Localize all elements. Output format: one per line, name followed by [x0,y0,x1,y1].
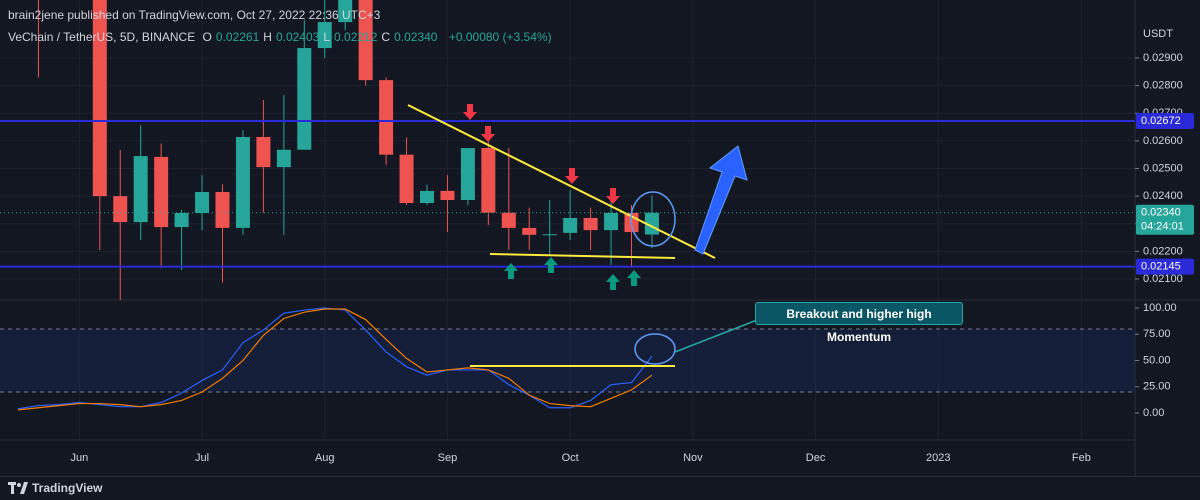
level-label-bg [1136,258,1194,275]
trendline [407,104,716,259]
y-tick-label: 0.02100 [1143,273,1183,285]
candle-body [297,48,312,150]
callout-connector [674,319,758,353]
brand: TradingView [32,481,103,495]
up-arrow [606,274,620,290]
candle-body [174,212,189,228]
y-tick-label: 0.02800 [1143,80,1183,92]
last-price-bg [1136,204,1194,235]
candle-body [440,190,455,200]
y-tick-label: 0.02900 [1143,52,1183,64]
down-arrow [463,104,477,120]
ohlc-value: 0.02403 [275,30,320,44]
y-tick-label: 0.02200 [1143,245,1183,257]
candle-body [317,22,332,49]
ohlc-key: H [263,30,272,44]
circle [630,191,676,247]
circle [634,333,676,365]
down-arrow [606,188,620,204]
breakout-arrow [694,145,748,255]
axes: 0.021000.022000.023000.024000.025000.026… [70,28,1194,464]
x-tick-label: Jun [70,452,88,464]
price-pane [0,0,1135,300]
ohlc-key: C [381,30,391,44]
candle-body [460,148,475,200]
down-arrow [481,126,495,142]
x-tick-label: 2023 [926,452,950,464]
footer: TradingView [0,476,1200,500]
candle-body [399,154,414,204]
indicator-line [17,308,653,411]
change: +0.00080 (+3.54%) [448,30,552,44]
ohlc: O 0.02261 H 0.02403 L 0.02212 C 0.02340 [203,30,442,44]
y-tick-label: 25.00 [1143,381,1171,393]
y-tick-label: 0.02500 [1143,162,1183,174]
candle-body [604,212,619,231]
symbol: VeChain / TetherUS, 5D, BINANCE [8,30,196,44]
candle-body [113,196,128,223]
grid [0,0,1135,440]
x-tick-label: Aug [315,452,335,464]
candle-body [215,191,230,228]
indicator-pane [0,307,1135,411]
x-tick-label: Oct [562,452,579,464]
x-tick-label: Dec [806,452,826,464]
up-arrow [627,270,641,286]
y-tick-label: 75.00 [1143,328,1171,340]
candle-body [583,217,598,231]
callout: Breakout and higher high Momentum [755,302,963,344]
y-unit: USDT [1143,28,1173,40]
candle-body [501,212,516,228]
up-arrow [504,263,518,279]
x-tick-label: Nov [683,452,703,464]
candle-body [92,0,107,197]
ohlc-key: L [323,30,331,44]
y-tick-label: 0.02400 [1143,190,1183,202]
ohlc-value: 0.02212 [334,30,378,44]
ohlc-value: 0.02340 [394,30,438,44]
last-price-label: 0.02340 [1141,207,1181,219]
header: brain2jene published on TradingView.com,… [8,4,556,48]
symbol-row: VeChain / TetherUS, 5D, BINANCE O 0.02261… [8,26,556,48]
x-tick-label: Jul [195,452,209,464]
candle-body [276,149,291,168]
candle-body [235,137,250,228]
ohlc-key: O [202,30,212,44]
y-tick-label: 0.02600 [1143,135,1183,147]
candle-body [379,80,394,155]
down-arrow [565,168,579,184]
candle-body [420,190,434,204]
y-tick-label: 0.00 [1143,407,1164,419]
y-tick-label: 100.00 [1143,302,1177,314]
band [0,328,1135,393]
level-label-bg [1136,112,1194,129]
x-tick-label: Feb [1072,452,1091,464]
support-line [489,253,676,259]
published: brain2jene published on TradingView.com,… [8,8,381,22]
up-arrow [544,257,558,273]
drawings [407,104,758,367]
y-tick-label: 50.00 [1143,354,1171,366]
candle-body [133,156,148,223]
x-tick-label: Sep [438,452,458,464]
candle-body [563,217,578,233]
candle-body [481,148,496,213]
level-label: 0.02145 [1141,260,1181,272]
logo [8,482,28,494]
chart: 0.021000.022000.023000.024000.025000.026… [0,0,1200,476]
candle-body [195,191,210,213]
candle-body [338,0,353,23]
level-label: 0.02672 [1141,115,1181,127]
candle-body [542,234,557,236]
candle-body [154,156,169,228]
candle-body [358,0,373,81]
candle-body [522,227,537,235]
ohlc-value: 0.02261 [215,30,260,44]
countdown: 04:24:01 [1141,221,1184,233]
candle-body [256,137,271,168]
